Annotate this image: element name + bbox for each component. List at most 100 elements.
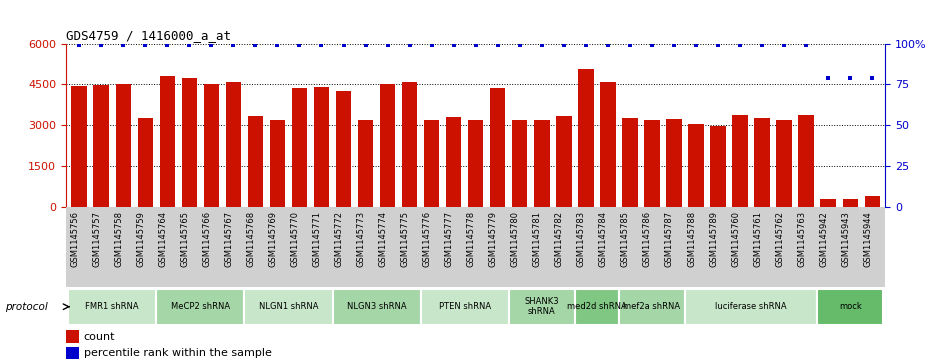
Bar [156,289,244,325]
Point [203,42,219,48]
Point [447,42,462,48]
Point [666,42,681,48]
Bar [446,117,462,207]
Text: GSM1145786: GSM1145786 [643,211,652,267]
Point [557,42,572,48]
Text: GSM1145766: GSM1145766 [203,211,211,267]
Bar [619,289,685,325]
Point [138,42,153,48]
Text: GSM1145781: GSM1145781 [533,211,542,267]
Bar [509,289,575,325]
Bar [468,119,483,207]
Bar [248,116,263,207]
Bar [159,76,175,207]
Bar [269,120,285,207]
Point [358,42,373,48]
Bar [578,69,593,207]
Text: GSM1145788: GSM1145788 [687,211,696,267]
Text: protocol: protocol [5,302,47,312]
Text: NLGN1 shRNA: NLGN1 shRNA [259,302,318,311]
Bar [116,84,131,207]
Bar [865,196,880,207]
Bar [402,82,417,207]
Point [248,42,263,48]
Point [424,42,439,48]
Bar [817,289,884,325]
Text: mef2a shRNA: mef2a shRNA [624,302,680,311]
Text: GSM1145944: GSM1145944 [863,211,872,267]
Point [820,75,836,81]
Text: GSM1145767: GSM1145767 [224,211,234,267]
Text: GSM1145774: GSM1145774 [379,211,387,267]
Bar [685,289,817,325]
Point [578,42,593,48]
Bar [820,199,836,207]
Point [226,42,241,48]
Text: GSM1145773: GSM1145773 [357,211,365,267]
Text: GSM1145771: GSM1145771 [313,211,321,267]
Point [600,42,615,48]
Bar [314,87,329,207]
Bar [534,120,549,207]
Point [402,42,417,48]
Text: GSM1145760: GSM1145760 [731,211,740,267]
Text: med2d shRNA: med2d shRNA [567,302,626,311]
Bar [380,84,396,207]
Text: GSM1145763: GSM1145763 [797,211,806,267]
Bar [333,289,421,325]
Bar [689,124,704,207]
Text: GSM1145769: GSM1145769 [268,211,278,267]
Point [733,42,748,48]
Text: GSM1145775: GSM1145775 [400,211,410,267]
Bar [799,115,814,207]
Bar [292,89,307,207]
Text: mock: mock [839,302,862,311]
Text: GSM1145761: GSM1145761 [753,211,762,267]
Text: count: count [84,332,115,342]
Point [755,42,770,48]
Point [380,42,395,48]
Bar [93,85,109,207]
Point [270,42,285,48]
Bar [138,118,153,207]
Bar [776,120,792,207]
Point [865,75,880,81]
Text: GSM1145779: GSM1145779 [489,211,497,267]
Text: GSM1145787: GSM1145787 [665,211,674,267]
Text: NLGN3 shRNA: NLGN3 shRNA [347,302,406,311]
Text: MeCP2 shRNA: MeCP2 shRNA [171,302,230,311]
Text: PTEN shRNA: PTEN shRNA [439,302,491,311]
Text: GSM1145757: GSM1145757 [92,211,101,267]
Text: GSM1145789: GSM1145789 [709,211,718,267]
Point [644,42,659,48]
Point [776,42,791,48]
Bar [556,116,572,207]
Text: GSM1145785: GSM1145785 [621,211,630,267]
Bar [421,289,509,325]
Text: GSM1145758: GSM1145758 [114,211,123,267]
Point [710,42,725,48]
Point [292,42,307,48]
Text: GSM1145759: GSM1145759 [137,211,145,267]
Bar [68,289,156,325]
Text: GDS4759 / 1416000_a_at: GDS4759 / 1416000_a_at [66,29,231,42]
Point [490,42,505,48]
Point [116,42,131,48]
Bar [182,78,197,207]
Text: GSM1145765: GSM1145765 [180,211,189,267]
Text: GSM1145783: GSM1145783 [577,211,586,267]
Text: GSM1145782: GSM1145782 [555,211,564,267]
Text: GSM1145778: GSM1145778 [466,211,476,267]
Text: GSM1145943: GSM1145943 [841,211,851,267]
Point [689,42,704,48]
Bar [490,88,506,207]
Bar [226,82,241,207]
Bar [755,118,770,207]
Bar [710,126,725,207]
Point [182,42,197,48]
Bar [644,120,659,207]
Point [843,75,858,81]
Point [512,42,528,48]
Bar [600,82,616,207]
Point [93,42,108,48]
